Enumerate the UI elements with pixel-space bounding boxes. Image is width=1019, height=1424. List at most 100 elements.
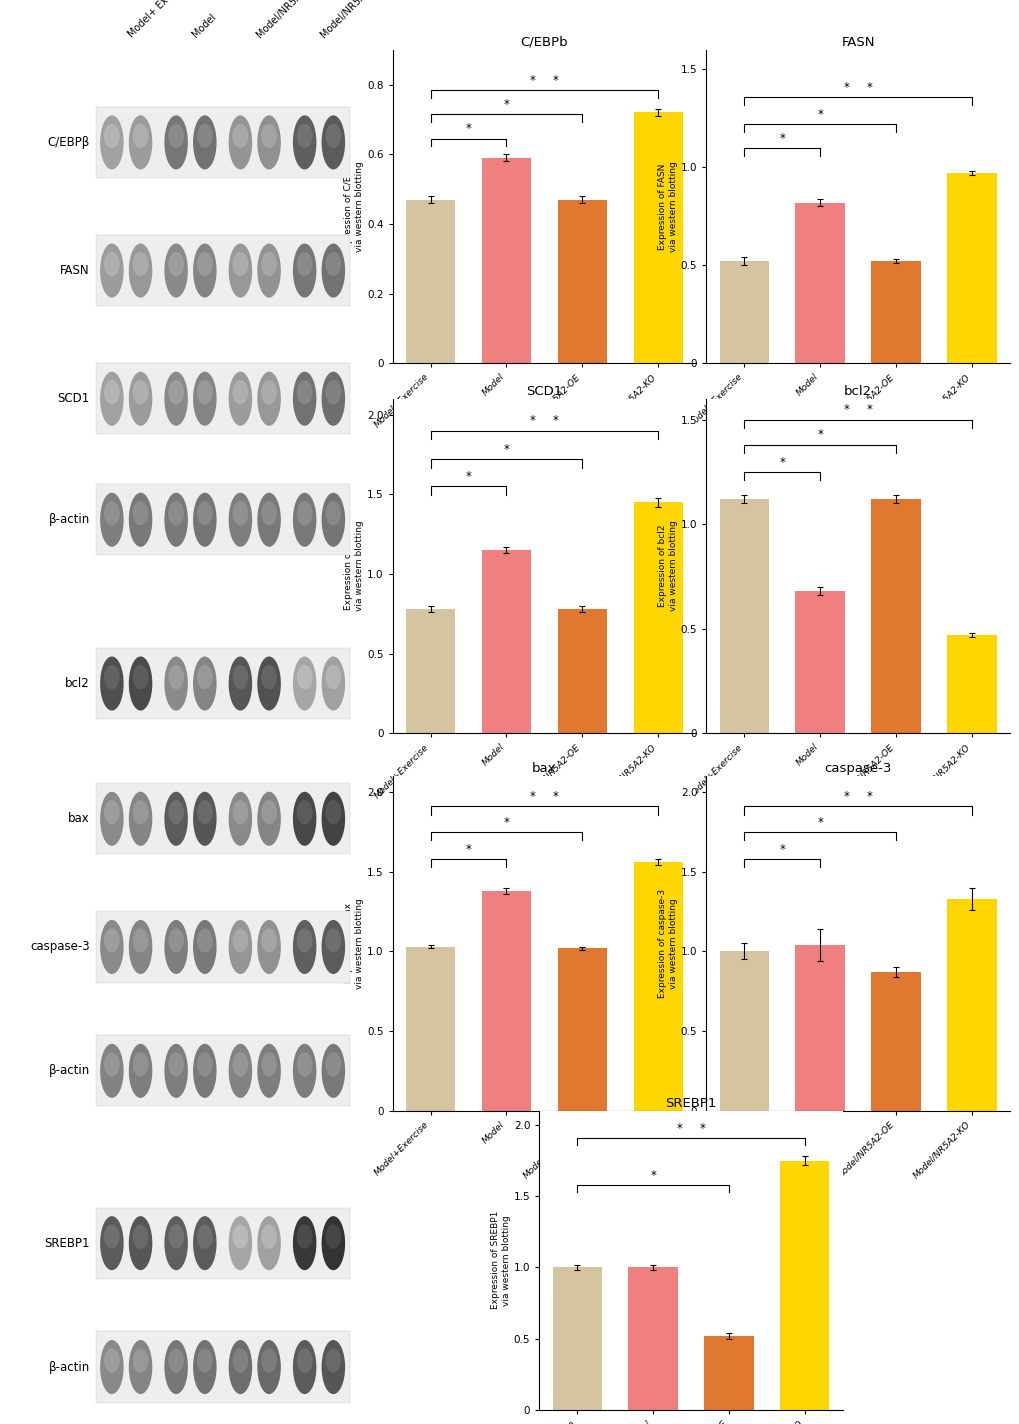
- Y-axis label: Expression of bax
via western blotting: Expression of bax via western blotting: [343, 899, 364, 988]
- Ellipse shape: [232, 928, 248, 953]
- Bar: [96, 363, 350, 434]
- Ellipse shape: [257, 115, 280, 169]
- Text: *: *: [465, 122, 471, 135]
- Ellipse shape: [164, 493, 187, 547]
- Ellipse shape: [128, 372, 152, 426]
- Bar: [96, 648, 350, 719]
- Ellipse shape: [228, 493, 252, 547]
- Ellipse shape: [168, 800, 183, 824]
- Ellipse shape: [168, 1052, 183, 1077]
- Bar: [795, 946, 844, 1111]
- Ellipse shape: [164, 1044, 187, 1098]
- Text: *: *: [552, 414, 558, 427]
- Text: *: *: [779, 456, 785, 468]
- Ellipse shape: [297, 252, 312, 276]
- Bar: [406, 609, 454, 733]
- Bar: [96, 1035, 350, 1106]
- Ellipse shape: [100, 1044, 123, 1098]
- Ellipse shape: [197, 124, 213, 148]
- Bar: [481, 891, 531, 1111]
- Bar: [780, 1161, 828, 1410]
- Ellipse shape: [197, 665, 213, 689]
- Ellipse shape: [321, 115, 344, 169]
- Title: caspase-3: caspase-3: [823, 762, 891, 775]
- Bar: [870, 500, 920, 733]
- Ellipse shape: [168, 124, 183, 148]
- Ellipse shape: [297, 928, 312, 953]
- Y-axis label: Expression of SREBP1
via western blotting: Expression of SREBP1 via western blottin…: [490, 1210, 511, 1310]
- Ellipse shape: [104, 928, 119, 953]
- Bar: [719, 500, 768, 733]
- Ellipse shape: [168, 1225, 183, 1249]
- Ellipse shape: [297, 1052, 312, 1077]
- Bar: [481, 158, 531, 363]
- Ellipse shape: [261, 1052, 277, 1077]
- Ellipse shape: [325, 124, 341, 148]
- Text: Model+ Exercise: Model+ Exercise: [126, 0, 191, 40]
- Ellipse shape: [168, 380, 183, 404]
- Text: *: *: [530, 414, 535, 427]
- Ellipse shape: [232, 1225, 248, 1249]
- Ellipse shape: [257, 656, 280, 711]
- Ellipse shape: [257, 1216, 280, 1270]
- Ellipse shape: [228, 656, 252, 711]
- Text: *: *: [503, 443, 508, 456]
- Text: *: *: [649, 1169, 655, 1182]
- Ellipse shape: [261, 380, 277, 404]
- Ellipse shape: [193, 493, 216, 547]
- Bar: [552, 1267, 601, 1410]
- Ellipse shape: [261, 124, 277, 148]
- Ellipse shape: [321, 372, 344, 426]
- Bar: [557, 948, 606, 1111]
- Ellipse shape: [193, 920, 216, 974]
- Ellipse shape: [321, 656, 344, 711]
- Bar: [557, 199, 606, 363]
- Ellipse shape: [197, 380, 213, 404]
- Bar: [96, 484, 350, 555]
- Ellipse shape: [228, 115, 252, 169]
- Bar: [406, 199, 454, 363]
- Text: *: *: [843, 81, 849, 94]
- Ellipse shape: [292, 920, 316, 974]
- Text: *: *: [843, 403, 849, 416]
- Ellipse shape: [325, 800, 341, 824]
- Ellipse shape: [164, 920, 187, 974]
- Ellipse shape: [104, 252, 119, 276]
- Ellipse shape: [132, 1225, 149, 1249]
- Text: caspase-3: caspase-3: [31, 940, 90, 954]
- Ellipse shape: [104, 124, 119, 148]
- Ellipse shape: [100, 792, 123, 846]
- Text: *: *: [503, 816, 508, 829]
- Ellipse shape: [292, 656, 316, 711]
- Ellipse shape: [228, 1044, 252, 1098]
- Text: *: *: [552, 790, 558, 803]
- Bar: [557, 609, 606, 733]
- Ellipse shape: [257, 1044, 280, 1098]
- Bar: [96, 107, 350, 178]
- Ellipse shape: [228, 920, 252, 974]
- Text: *: *: [866, 81, 871, 94]
- Ellipse shape: [292, 244, 316, 298]
- Ellipse shape: [132, 1349, 149, 1373]
- Ellipse shape: [100, 1216, 123, 1270]
- Ellipse shape: [232, 501, 248, 525]
- Ellipse shape: [325, 1052, 341, 1077]
- Bar: [870, 973, 920, 1111]
- Ellipse shape: [292, 115, 316, 169]
- Text: *: *: [816, 429, 822, 441]
- Ellipse shape: [197, 928, 213, 953]
- Ellipse shape: [325, 1349, 341, 1373]
- Text: *: *: [552, 74, 558, 87]
- Ellipse shape: [128, 244, 152, 298]
- Bar: [481, 550, 531, 733]
- Ellipse shape: [168, 665, 183, 689]
- Ellipse shape: [197, 1349, 213, 1373]
- Bar: [96, 783, 350, 854]
- Bar: [96, 1331, 350, 1403]
- Ellipse shape: [193, 1216, 216, 1270]
- Ellipse shape: [197, 800, 213, 824]
- Text: *: *: [866, 403, 871, 416]
- Bar: [947, 635, 996, 733]
- Ellipse shape: [292, 1216, 316, 1270]
- Ellipse shape: [128, 792, 152, 846]
